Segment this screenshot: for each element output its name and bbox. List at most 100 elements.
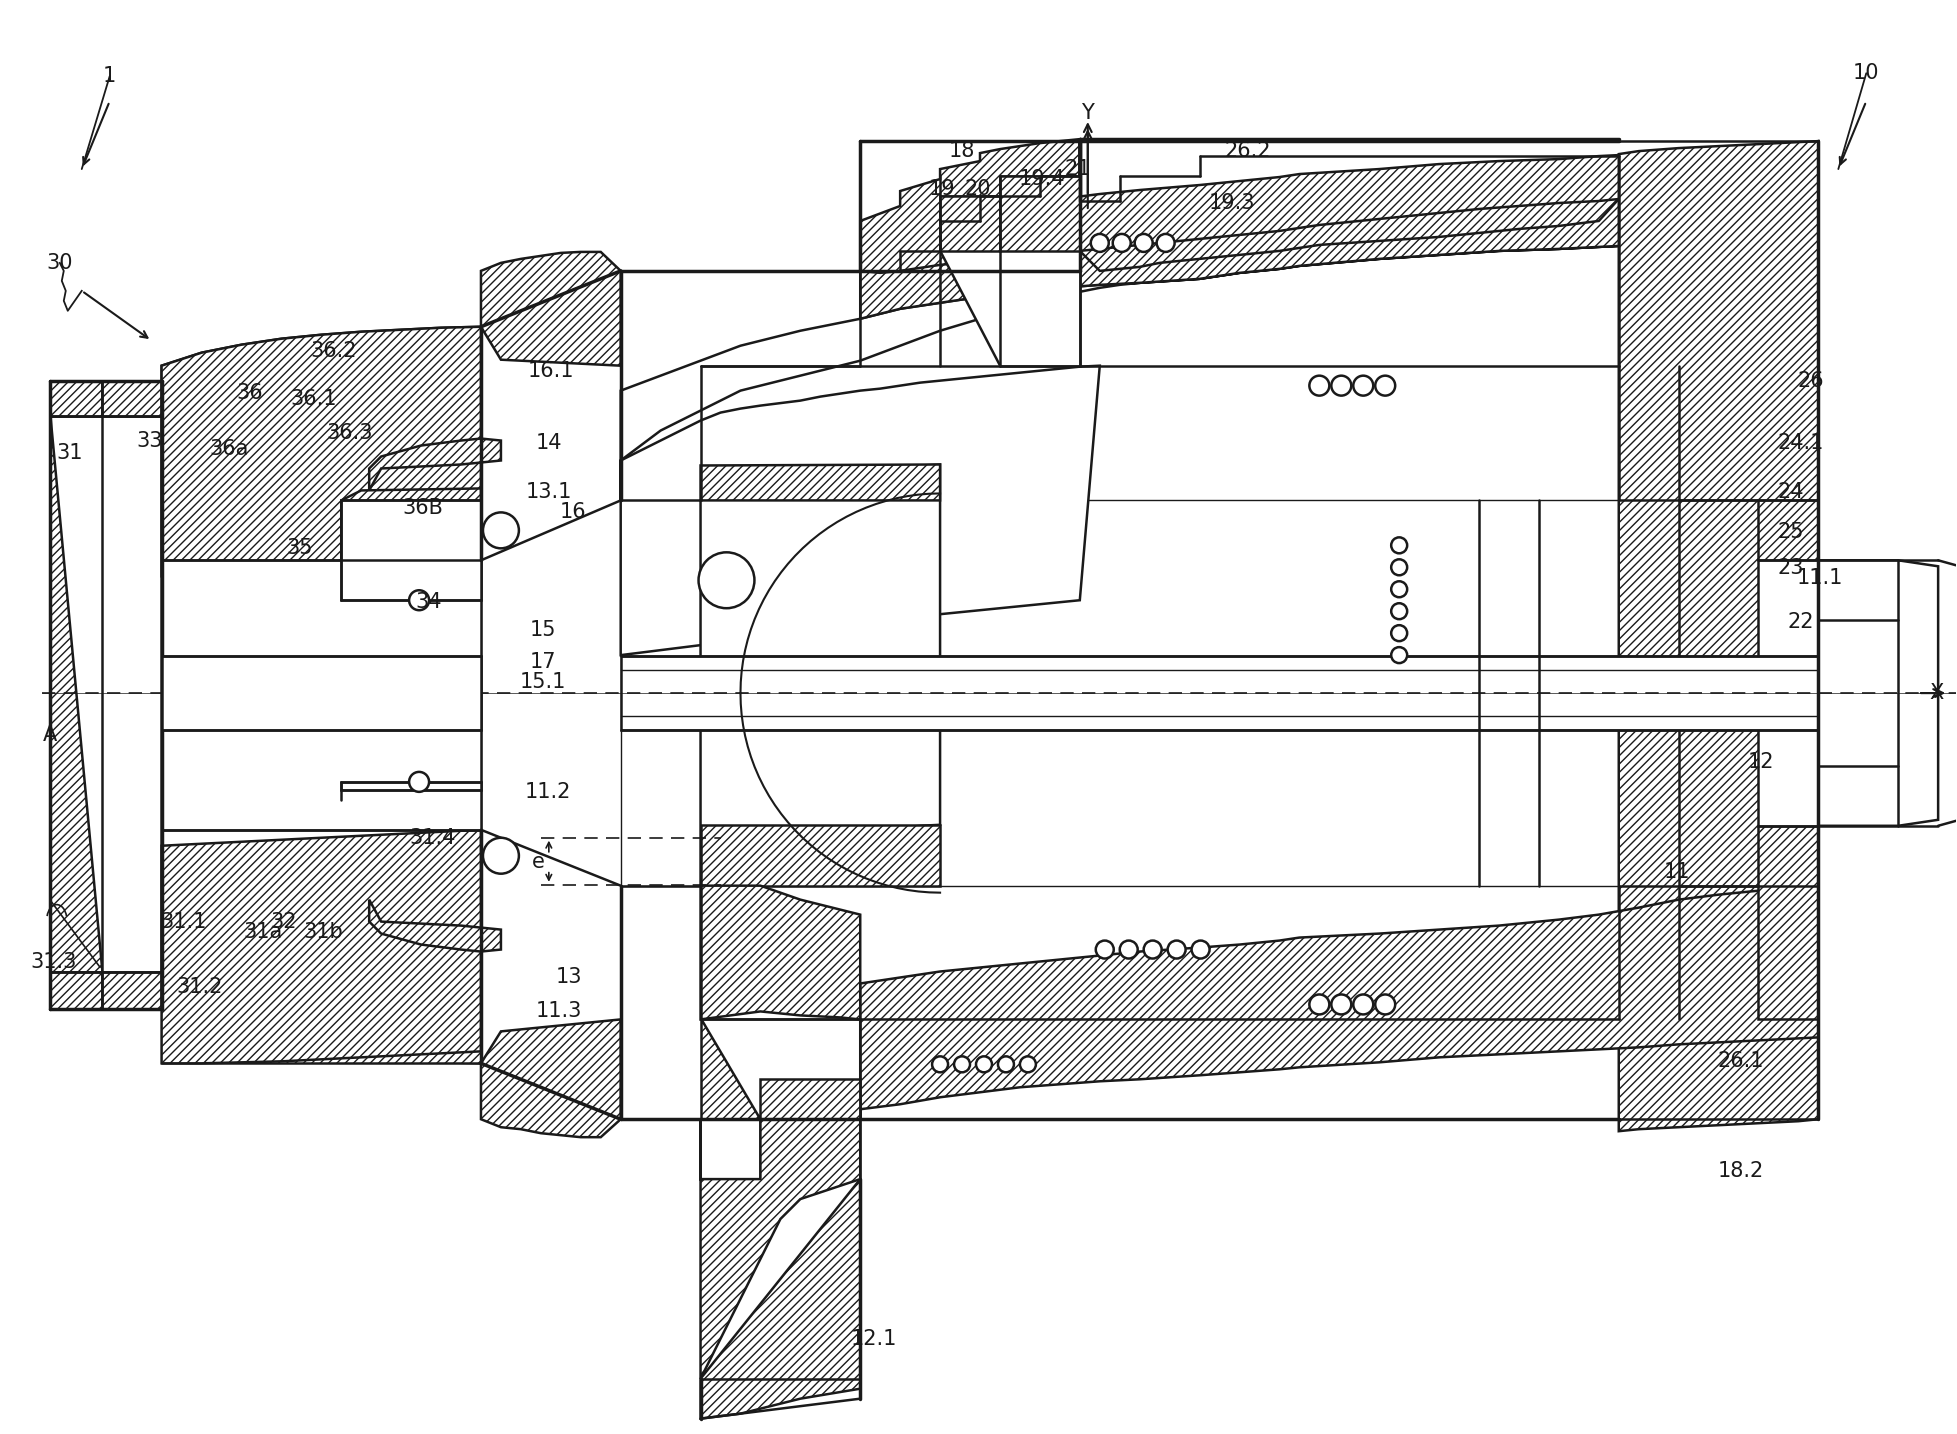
Polygon shape [701,1020,859,1179]
Polygon shape [701,465,939,886]
Text: 12: 12 [1746,751,1773,771]
Polygon shape [102,380,162,416]
Text: 12.1: 12.1 [851,1329,896,1349]
Polygon shape [162,1010,481,1064]
Text: 32: 32 [270,912,296,932]
Text: 36a: 36a [209,439,249,459]
Text: 11.3: 11.3 [536,1001,581,1021]
Circle shape [998,1057,1014,1073]
Circle shape [1352,994,1372,1014]
Polygon shape [370,439,501,490]
Text: 21: 21 [1065,159,1090,179]
Text: 31.3: 31.3 [31,952,76,971]
Polygon shape [162,657,481,730]
Circle shape [1331,376,1350,396]
Circle shape [1374,376,1395,396]
Circle shape [1090,234,1108,252]
Text: 11.2: 11.2 [524,782,571,802]
Text: 26: 26 [1797,370,1822,390]
Circle shape [483,837,519,873]
Text: 10: 10 [1851,63,1879,83]
Circle shape [483,512,519,548]
Circle shape [1157,234,1174,252]
Text: 33: 33 [137,430,162,450]
Text: 19: 19 [928,179,955,199]
Circle shape [409,771,429,792]
Polygon shape [701,1179,859,1418]
Text: 14: 14 [536,433,562,453]
Text: 18.2: 18.2 [1716,1162,1763,1182]
Polygon shape [341,782,481,830]
Polygon shape [701,1119,859,1378]
Circle shape [1391,647,1407,663]
Polygon shape [162,327,481,1064]
Text: 17: 17 [528,652,556,673]
Text: 24.1: 24.1 [1777,433,1822,453]
Text: 36.1: 36.1 [290,389,337,409]
Circle shape [1020,1057,1035,1073]
Text: 11: 11 [1663,862,1689,882]
Polygon shape [620,657,1818,730]
Text: 18: 18 [949,141,975,161]
Circle shape [975,1057,992,1073]
Polygon shape [49,380,162,971]
Polygon shape [481,1020,620,1137]
Polygon shape [1757,561,1818,826]
Text: 31.4: 31.4 [409,827,456,847]
Polygon shape [859,885,1818,1119]
Text: 11.1: 11.1 [1797,568,1843,588]
Text: A: A [43,726,57,746]
Text: Y: Y [1080,103,1094,123]
Polygon shape [49,971,102,1010]
Polygon shape [102,971,162,1010]
Polygon shape [620,366,1100,655]
Polygon shape [162,561,481,830]
Circle shape [953,1057,969,1073]
Polygon shape [859,139,1078,272]
Text: 31.2: 31.2 [176,978,223,998]
Polygon shape [341,489,481,601]
Text: 13.1: 13.1 [524,482,571,502]
Circle shape [1309,994,1329,1014]
Text: 15: 15 [528,619,556,640]
Circle shape [1143,941,1161,958]
Polygon shape [1618,141,1818,1131]
Text: 16.1: 16.1 [526,361,573,380]
Circle shape [1309,376,1329,396]
Text: 16: 16 [560,502,585,522]
Circle shape [1391,604,1407,619]
Text: 36.3: 36.3 [325,423,372,443]
Polygon shape [162,830,481,1064]
Polygon shape [701,465,939,500]
Text: 30: 30 [47,252,72,272]
Text: 22: 22 [1787,612,1812,632]
Polygon shape [701,886,859,1020]
Polygon shape [620,500,1618,886]
Text: 24: 24 [1777,482,1802,502]
Text: 31a: 31a [243,922,284,942]
Text: 36.2: 36.2 [309,341,356,361]
Text: 36: 36 [237,383,262,403]
Text: 26.1: 26.1 [1716,1051,1763,1071]
Text: 1: 1 [104,66,115,86]
Polygon shape [939,196,1000,251]
Text: 26.2: 26.2 [1223,141,1270,161]
Text: 20: 20 [965,179,990,199]
Polygon shape [1677,500,1818,1020]
Text: 23: 23 [1777,558,1802,578]
Circle shape [1135,234,1153,252]
Polygon shape [341,782,481,790]
Polygon shape [162,366,481,380]
Circle shape [1112,234,1129,252]
Circle shape [409,591,429,611]
Circle shape [1166,941,1186,958]
Polygon shape [939,176,1078,366]
Circle shape [1331,994,1350,1014]
Text: 31b: 31b [303,922,342,942]
Polygon shape [162,327,481,576]
Text: 35: 35 [286,538,313,558]
Circle shape [1119,941,1137,958]
Polygon shape [1078,139,1618,271]
Text: 34: 34 [415,592,442,612]
Text: 13: 13 [556,968,581,988]
